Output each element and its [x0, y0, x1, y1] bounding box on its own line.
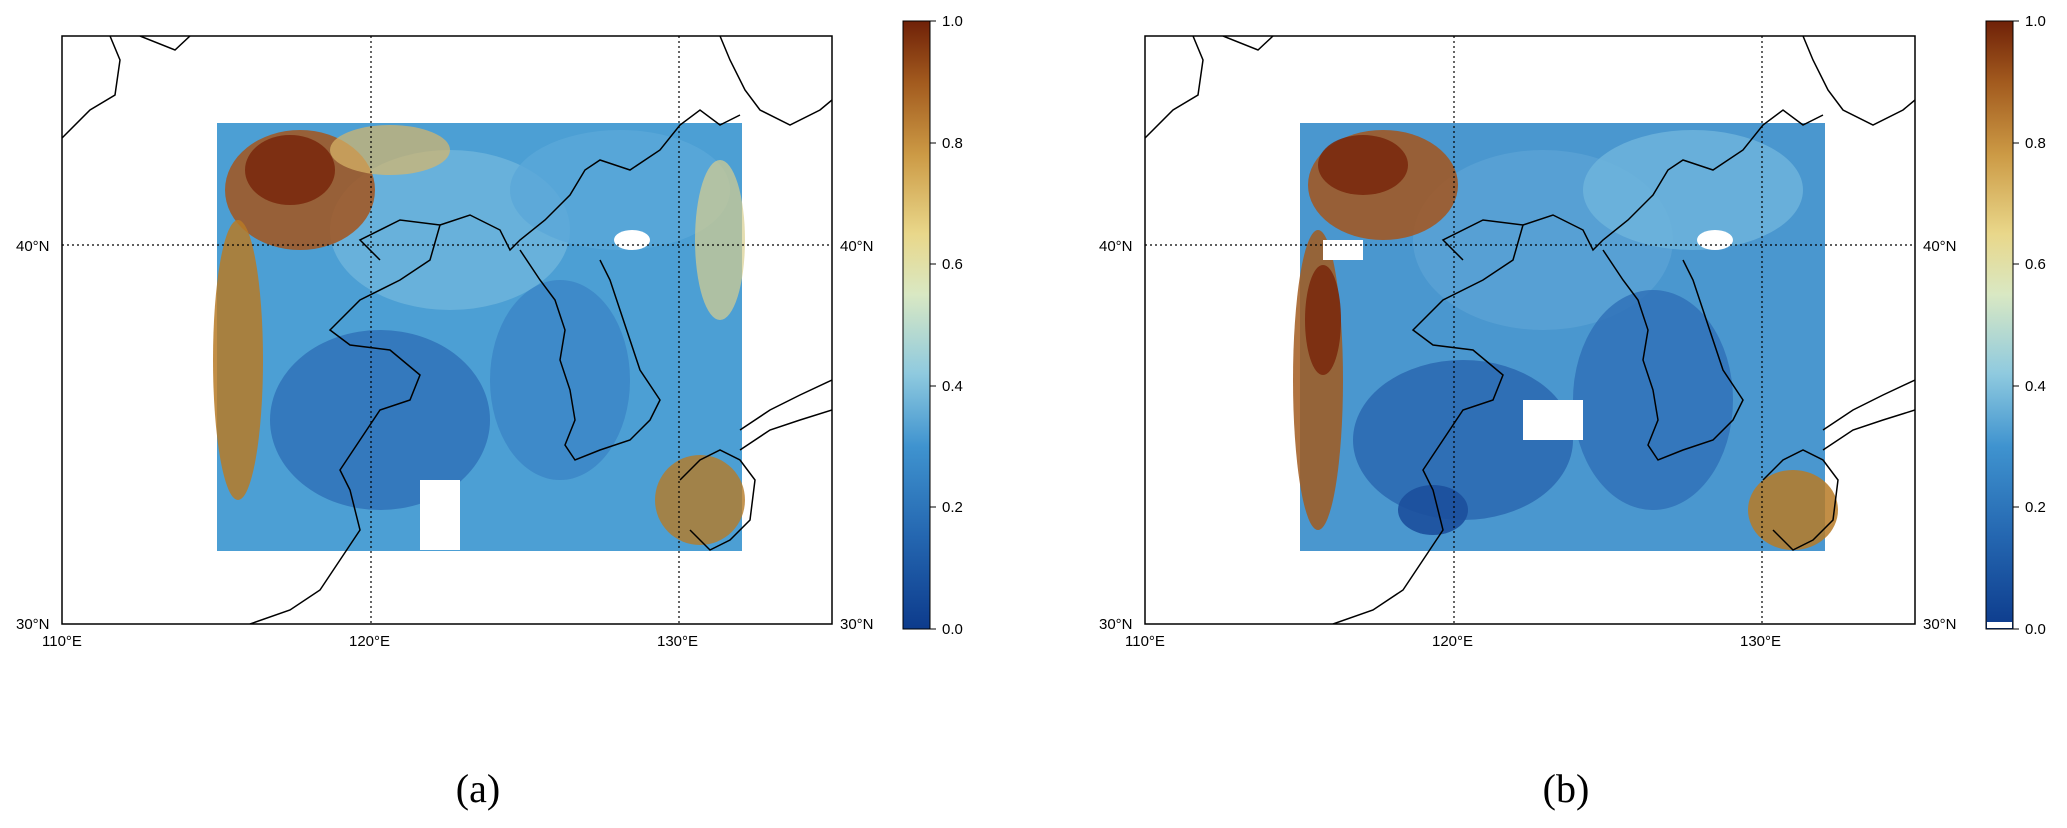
coastline-path	[1522, 109, 1824, 252]
coastline-path	[439, 109, 741, 252]
map-frame-a	[61, 35, 833, 625]
gridlines-b	[1145, 36, 1915, 624]
heatmap-region	[1748, 470, 1838, 550]
lon-label-120: 120°E	[349, 633, 390, 650]
heatmap-region	[1353, 360, 1573, 520]
colorbar-tick-label: 0.4	[942, 378, 963, 395]
heatmap-region	[245, 135, 335, 205]
colorbar-b-ticks	[2013, 20, 2019, 630]
coastline-path	[62, 36, 121, 139]
colorbar-tick-label: 0.8	[2025, 135, 2046, 152]
map-figure-a: 1.0 0.8 0.6 0.4 0.2 0.0 40°N 30°N 40°N 3…	[16, 13, 963, 650]
coastline-path	[679, 449, 756, 551]
heatmap-gap	[420, 480, 460, 550]
coastline-path	[139, 36, 191, 51]
coastline-path	[249, 219, 441, 624]
heatmap-region	[270, 330, 490, 510]
colorbar-tick-label: 0.8	[942, 135, 963, 152]
lon-label-110: 110°E	[1125, 633, 1165, 650]
heatmap-gap	[1523, 400, 1583, 440]
heatmap-region	[695, 160, 745, 320]
colorbar-tick-label: 0.0	[2025, 621, 2046, 638]
lat-label-left-30: 30°N	[1099, 616, 1133, 633]
caption-a: (a)	[455, 766, 501, 811]
colorbar-b-zero-band	[1987, 622, 2012, 628]
heatmap-region	[213, 220, 263, 500]
coastline-path	[1222, 36, 1274, 51]
lat-label-left-40: 40°N	[1099, 238, 1133, 255]
lon-label-120: 120°E	[1432, 633, 1473, 650]
map-figure-b: 1.0 0.8 0.6 0.4 0.2 0.0 40°N 30°N 40°N 3…	[1099, 13, 2046, 650]
coastline-path	[1145, 36, 1204, 139]
map-panel-a: 1.0 0.8 0.6 0.4 0.2 0.0 40°N 30°N 40°N 3…	[0, 0, 1030, 828]
lat-label-right-40: 40°N	[840, 238, 874, 255]
lat-label-left-40: 40°N	[16, 238, 50, 255]
colorbar-tick-label: 0.2	[942, 499, 963, 516]
colorbar-a-ticks	[930, 20, 936, 630]
colorbar-tick-labels: 1.0 0.8 0.6 0.4 0.2 0.0	[2025, 13, 2046, 638]
coastline-a	[62, 36, 832, 624]
heatmap-gap	[614, 230, 650, 250]
coastline-path	[1822, 379, 1915, 431]
heatmap-region	[1318, 135, 1408, 195]
gridlines-a	[62, 36, 832, 624]
coastline-b	[1145, 36, 1915, 624]
colorbar-a: 1.0 0.8 0.6 0.4 0.2 0.0	[902, 13, 963, 638]
colorbar-tick-label: 1.0	[942, 13, 963, 30]
heatmap-gap	[1697, 230, 1733, 250]
colorbar-tick-labels: 1.0 0.8 0.6 0.4 0.2 0.0	[942, 13, 963, 638]
heatmap-region	[1583, 130, 1803, 250]
axis-labels: 40°N 30°N 40°N 30°N 110°E 120°E 130°E	[16, 238, 874, 650]
coastline-path	[519, 249, 661, 461]
colorbar-tick-label: 0.6	[2025, 256, 2046, 273]
heatmap-region	[655, 455, 745, 545]
lon-label-110: 110°E	[42, 633, 82, 650]
colorbar-tick-label: 0.6	[942, 256, 963, 273]
heatmap-region	[1305, 265, 1341, 375]
colorbar-b-gradient	[1985, 20, 2014, 630]
heatmap-region	[490, 280, 630, 480]
heatmap-region	[1573, 290, 1733, 510]
coastline-path	[719, 36, 832, 126]
colorbar-tick-label: 0.4	[2025, 378, 2046, 395]
colorbar-a-gradient	[902, 20, 931, 630]
heatmap-region	[510, 130, 730, 250]
coastline-path	[739, 409, 832, 451]
coastline-path	[1822, 409, 1915, 451]
heatmap-gap	[1323, 240, 1363, 260]
caption-b: (b)	[1542, 766, 1590, 811]
lon-label-130: 130°E	[657, 633, 698, 650]
colorbar-tick-label: 1.0	[2025, 13, 2046, 30]
map-panel-b: 1.0 0.8 0.6 0.4 0.2 0.0 40°N 30°N 40°N 3…	[1083, 0, 2067, 828]
coastline-path	[1332, 219, 1524, 624]
colorbar-tick-label: 0.2	[2025, 499, 2046, 516]
heatmap-region	[330, 125, 450, 175]
colorbar-b: 1.0 0.8 0.6 0.4 0.2 0.0	[1985, 13, 2046, 638]
heatmap-region	[1398, 485, 1468, 535]
heatmap-field-a	[213, 123, 745, 551]
lat-label-right-40: 40°N	[1923, 238, 1957, 255]
coastline-path	[1762, 449, 1839, 551]
map-frame-b	[1144, 35, 1916, 625]
lat-label-right-30: 30°N	[1923, 616, 1957, 633]
coastline-path	[1802, 36, 1915, 126]
lat-label-right-30: 30°N	[840, 616, 874, 633]
axis-labels: 40°N 30°N 40°N 30°N 110°E 120°E 130°E	[1099, 238, 1957, 650]
coastline-path	[739, 379, 832, 431]
lat-label-left-30: 30°N	[16, 616, 50, 633]
lon-label-130: 130°E	[1740, 633, 1781, 650]
coastline-path	[1602, 249, 1744, 461]
heatmap-field-b	[1293, 123, 1838, 551]
colorbar-tick-label: 0.0	[942, 621, 963, 638]
